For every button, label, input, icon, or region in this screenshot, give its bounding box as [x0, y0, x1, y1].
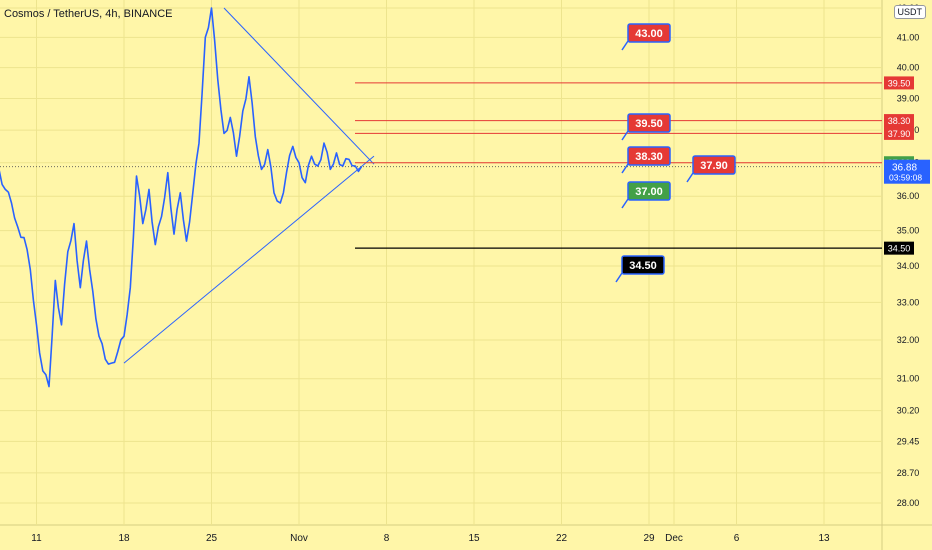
- chart-title: Cosmos / TetherUS, 4h, BINANCE: [4, 8, 173, 20]
- axis-tag-bg: [884, 114, 914, 128]
- callout-pointer: [621, 40, 629, 51]
- callout-label: 37.00: [635, 186, 663, 198]
- x-tick-label: 18: [118, 533, 130, 544]
- callout-box: [627, 23, 671, 43]
- axis-tag-bg: [884, 76, 914, 90]
- callout-pointer: [621, 198, 629, 209]
- y-tick-label: 41.00: [897, 32, 920, 42]
- y-tick-label: 28.00: [897, 498, 920, 508]
- x-tick-label: 11: [31, 533, 42, 544]
- callout-pointer: [621, 163, 629, 174]
- y-tick-label: 39.00: [897, 93, 920, 103]
- symmetrical-triangle[interactable]: [123, 7, 375, 364]
- axis-tag-bg: [884, 126, 914, 140]
- callout-box: [627, 181, 671, 201]
- axis-price-tags: 43.0039.5038.3037.9037.0034.5036.8803:59…: [884, 76, 930, 255]
- callout-pointer: [621, 130, 629, 141]
- y-tick-label: 33.00: [897, 297, 920, 307]
- y-tick-label: 36.00: [897, 191, 920, 201]
- current-price-tag-bg: [884, 159, 930, 184]
- currency-button[interactable]: USDT: [893, 5, 926, 19]
- callout-label: 38.30: [635, 151, 663, 163]
- y-tick-label: 29.45: [897, 436, 920, 446]
- callout-34-50[interactable]: 34.50: [615, 255, 665, 283]
- x-tick-label: 6: [734, 533, 740, 544]
- callout-39-50[interactable]: 39.50: [621, 113, 671, 141]
- callout-label: 34.50: [629, 260, 657, 272]
- y-tick-label: 30.20: [897, 406, 920, 416]
- callout-pointer: [615, 272, 623, 283]
- price-line: [0, 7, 363, 388]
- triangle-lower-line: [123, 155, 375, 364]
- triangle-upper-line: [223, 7, 375, 165]
- callout-label: 37.90: [700, 160, 728, 172]
- callout-label: 39.50: [635, 118, 663, 130]
- x-tick-label: 8: [384, 533, 390, 544]
- x-tick-label: 15: [468, 533, 480, 544]
- y-tick-label: 40.00: [897, 63, 920, 73]
- axis-tag-bg: [884, 241, 914, 255]
- y-tick-label: 34.00: [897, 261, 920, 271]
- x-tick-label: 29: [643, 533, 655, 544]
- callout-label: 43.00: [635, 28, 663, 40]
- y-tick-label: 35.00: [897, 226, 920, 236]
- callout-box: [627, 113, 671, 133]
- level-callouts[interactable]: 43.00 39.50 38.30 37.90 37.00 34.50: [615, 23, 736, 283]
- x-tick-label: Nov: [290, 533, 308, 544]
- callout-box: [692, 155, 736, 175]
- current-price-value: 36.88: [892, 163, 917, 174]
- axis-tag-label: 34.50: [888, 244, 911, 254]
- axis-tag-label: 39.50: [888, 78, 911, 88]
- callout-37-00[interactable]: 37.00: [621, 181, 671, 209]
- x-tick-label: Dec: [665, 533, 683, 544]
- callout-box: [627, 146, 671, 166]
- callout-38-30[interactable]: 38.30: [621, 146, 671, 174]
- callout-37-90[interactable]: 37.90: [686, 155, 736, 183]
- y-tick-label: 32.00: [897, 335, 920, 345]
- time-axis[interactable]: 11 18 25 Nov 8 15 22 29 Dec 6 13: [31, 533, 830, 544]
- callout-box: [621, 255, 665, 275]
- current-price-countdown: 03:59:08: [889, 173, 922, 183]
- x-tick-label: 13: [818, 533, 830, 544]
- axis-tag-label: 37.90: [888, 129, 911, 139]
- callout-43-00[interactable]: 43.00: [621, 23, 671, 51]
- axis-tag-label: 38.30: [888, 116, 911, 126]
- y-tick-label: 28.70: [897, 468, 920, 478]
- callout-pointer: [686, 172, 694, 183]
- x-tick-label: 25: [206, 533, 218, 544]
- x-tick-label: 22: [556, 533, 568, 544]
- y-tick-label: 31.00: [897, 374, 920, 384]
- price-series: [0, 7, 363, 388]
